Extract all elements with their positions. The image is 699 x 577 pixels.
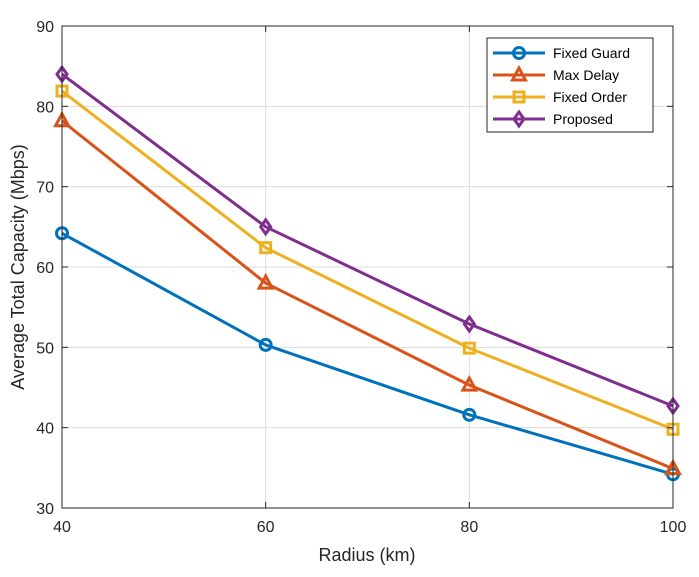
x-tick-label: 80 [460, 519, 478, 536]
legend-item-fixed-order: Fixed Order [493, 89, 627, 105]
series-line-fixed-guard [61, 231, 674, 476]
series-line-fixed-order [61, 89, 674, 431]
y-tick-label: 80 [36, 99, 54, 116]
legend-label-fixed-guard: Fixed Guard [553, 45, 630, 61]
data-point-fixed-order [259, 241, 273, 255]
series-line-max-delay [61, 119, 674, 471]
y-tick-label: 90 [36, 19, 54, 36]
legend-marker-fixed-guard [512, 46, 526, 60]
legend-marker-fixed-order [512, 90, 526, 104]
legend-label-max-delay: Max Delay [553, 67, 619, 83]
x-axis-title: Radius (km) [318, 545, 415, 565]
data-point-max-delay [460, 374, 479, 392]
data-point-proposed [462, 314, 477, 334]
y-tick-label: 30 [36, 501, 54, 518]
y-tick-label: 50 [36, 340, 54, 357]
legend: Fixed Guard Max Delay Fixed Order Proposed [486, 37, 654, 133]
y-tick-label: 60 [36, 260, 54, 277]
legend-items: Fixed Guard Max Delay Fixed Order Proposed [493, 45, 630, 129]
data-point-max-delay [256, 272, 275, 290]
x-tick-label: 100 [660, 519, 687, 536]
legend-label-proposed: Proposed [553, 111, 613, 127]
data-point-fixed-order [462, 341, 476, 355]
series-line-proposed [61, 72, 674, 408]
legend-marker-proposed [512, 109, 526, 129]
legend-item-fixed-guard: Fixed Guard [493, 45, 630, 61]
y-tick-label: 70 [36, 180, 54, 197]
legend-item-max-delay: Max Delay [493, 64, 619, 83]
y-tick-label: 40 [36, 421, 54, 438]
series-fixed-order [55, 84, 680, 436]
legend-marker-max-delay [509, 64, 529, 82]
legend-label-fixed-order: Fixed Order [553, 89, 627, 105]
legend-item-proposed: Proposed [493, 109, 613, 129]
data-point-fixed-guard [462, 407, 477, 422]
ticks [61, 25, 674, 509]
x-tick-label: 60 [257, 519, 275, 536]
x-tick-label: 40 [53, 519, 71, 536]
series-layer [52, 64, 683, 482]
data-point-proposed [258, 217, 273, 237]
data-point-fixed-guard [258, 337, 273, 352]
y-axis-title: Average Total Capacity (Mbps) [8, 144, 28, 389]
